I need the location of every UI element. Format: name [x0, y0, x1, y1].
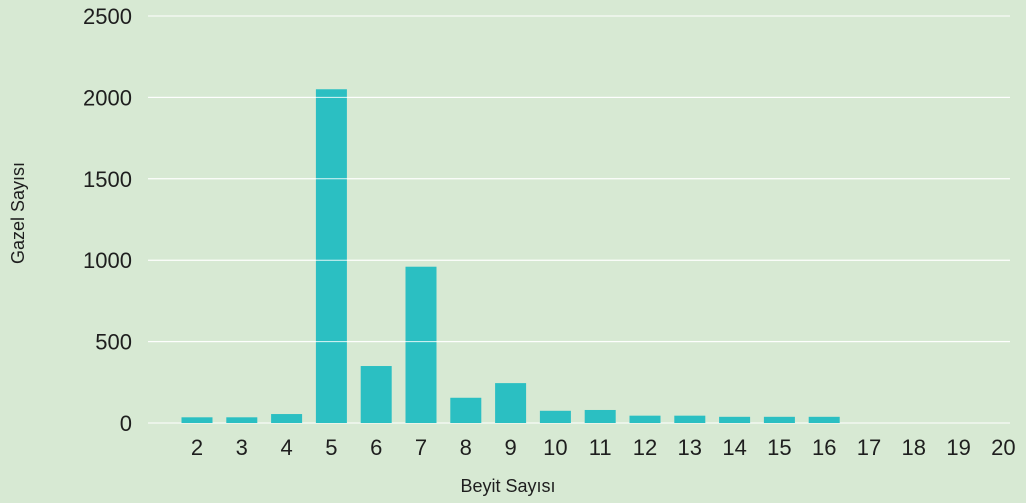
x-tick-label: 17	[857, 435, 881, 460]
y-tick-label: 1000	[83, 248, 132, 273]
bar-2	[181, 417, 213, 423]
x-tick-label: 5	[325, 435, 337, 460]
x-tick-label: 20	[991, 435, 1015, 460]
bar-3	[226, 417, 258, 423]
x-tick-label: 9	[504, 435, 516, 460]
x-tick-label: 13	[678, 435, 702, 460]
bar-10	[539, 410, 571, 423]
gridlines	[148, 15, 1010, 424]
x-tick-label: 7	[415, 435, 427, 460]
x-tick-label: 6	[370, 435, 382, 460]
bars	[148, 15, 1010, 423]
bar-8	[450, 397, 482, 423]
bar-16	[808, 416, 840, 423]
x-tick-label: 11	[589, 435, 612, 460]
x-tick-label: 15	[767, 435, 791, 460]
x-axis-ticks: 2 3 4 5 6 7 8 9 10 11 12 13 14 15 16 17 18 19 20	[191, 435, 1016, 460]
y-tick-label: 500	[95, 330, 132, 355]
bar-6	[360, 366, 392, 423]
x-tick-label: 10	[543, 435, 567, 460]
bar-15	[763, 416, 795, 423]
x-axis-title: Beyit Sayısı	[460, 476, 555, 496]
x-tick-label: 2	[191, 435, 203, 460]
bar-9	[495, 383, 527, 423]
x-tick-label: 14	[722, 435, 746, 460]
bar-5	[315, 89, 347, 423]
x-tick-label: 8	[460, 435, 472, 460]
x-tick-label: 19	[946, 435, 970, 460]
bar-4	[271, 414, 303, 423]
bar-14	[719, 416, 751, 423]
y-tick-label: 2000	[83, 85, 132, 110]
bar-12	[629, 415, 661, 423]
y-axis-title: Gazel Sayısı	[8, 162, 28, 264]
y-tick-label: 2500	[83, 4, 132, 29]
y-axis-ticks: 0 500 1000 1500 2000 2500	[83, 4, 132, 436]
x-tick-label: 4	[280, 435, 292, 460]
x-tick-label: 16	[812, 435, 836, 460]
y-tick-label: 1500	[83, 167, 132, 192]
y-tick-label: 0	[120, 411, 132, 436]
x-tick-label: 12	[633, 435, 657, 460]
bar-7	[405, 266, 437, 423]
bar-11	[584, 409, 616, 423]
x-tick-label: 18	[902, 435, 926, 460]
bar-13	[674, 415, 706, 423]
x-tick-label: 3	[236, 435, 248, 460]
